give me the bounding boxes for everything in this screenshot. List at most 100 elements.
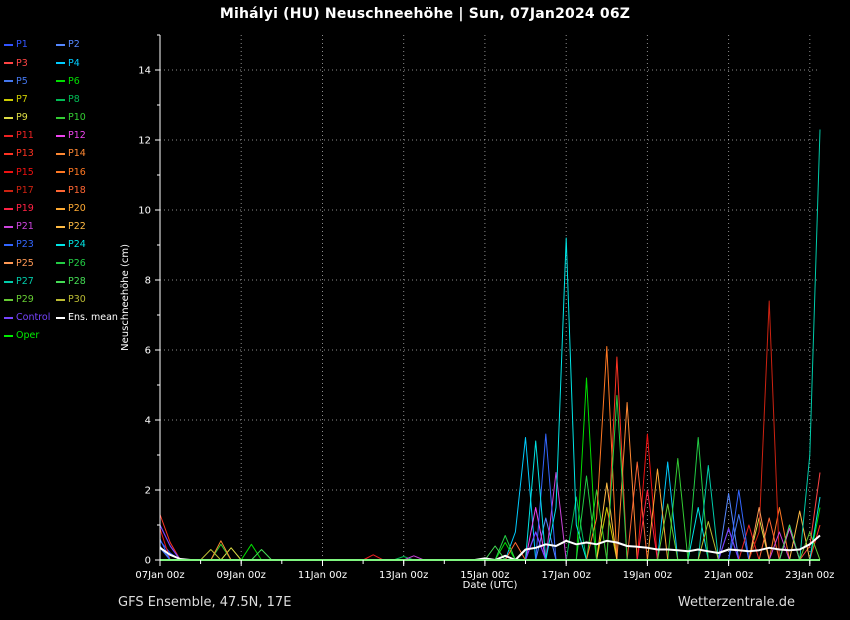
legend-item-P12: P12 — [56, 131, 112, 141]
legend-line-swatch — [56, 225, 65, 228]
legend-item-P14: P14 — [56, 149, 112, 159]
legend-label: P14 — [68, 148, 86, 160]
x-tick-label: 21Jan 00z — [704, 570, 753, 581]
series-line-P19 — [160, 489, 820, 561]
legend-line-swatch — [56, 62, 65, 65]
legend-item-P19: P19 — [4, 204, 56, 214]
legend-label: P12 — [68, 130, 86, 142]
x-tick-label: 09Jan 00z — [217, 570, 266, 581]
y-tick-label: 8 — [145, 276, 151, 287]
series-line-P17 — [160, 300, 820, 561]
y-tick-label: 0 — [145, 556, 151, 567]
legend-line-swatch — [4, 298, 13, 301]
legend-label: Ens. mean — [68, 312, 118, 324]
series-line-P6 — [160, 377, 821, 561]
legend-line-swatch — [4, 98, 13, 101]
legend-label: P30 — [68, 293, 86, 305]
legend-label: P15 — [16, 166, 34, 178]
legend-item-P17: P17 — [4, 186, 56, 196]
legend-label: P13 — [16, 148, 34, 160]
legend-line-swatch — [56, 207, 65, 210]
legend-item-P15: P15 — [4, 168, 56, 178]
legend-item-Control: Control — [4, 313, 56, 323]
series-line-P24 — [160, 237, 821, 561]
legend-line-swatch — [56, 262, 65, 265]
legend-line-swatch — [56, 244, 65, 247]
y-axis-label: Neuschneehöhe (cm) — [120, 244, 131, 351]
legend-item-P16: P16 — [56, 168, 112, 178]
y-tick-label: 2 — [145, 486, 151, 497]
x-axis-label: Date (UTC) — [462, 580, 518, 591]
legend-label: P21 — [16, 221, 34, 233]
series-line-P3 — [160, 472, 821, 561]
legend-line-swatch — [4, 116, 13, 119]
legend-label: P5 — [16, 75, 28, 87]
legend-label: P2 — [68, 39, 80, 51]
legend-item-P11: P11 — [4, 131, 56, 141]
legend-label: P26 — [68, 257, 86, 269]
legend-line-swatch — [56, 135, 65, 138]
legend-label: P29 — [16, 293, 34, 305]
legend-item-P3: P3 — [4, 59, 56, 69]
model-info-text: GFS Ensemble, 47.5N, 17E — [118, 595, 292, 610]
legend-item-P29: P29 — [4, 295, 56, 305]
site-credit-text: Wetterzentrale.de — [677, 595, 795, 610]
legend-item-P2: P2 — [56, 40, 112, 50]
legend-label: Control — [16, 312, 51, 324]
series-line-P13 — [159, 356, 821, 561]
series-line-P22 — [160, 482, 820, 561]
x-tick-label: 13Jan 00z — [379, 570, 428, 581]
series-line-P27 — [160, 129, 821, 561]
legend-item-Ens-mean: Ens. mean — [56, 313, 118, 323]
series-line-P16 — [160, 346, 820, 561]
legend-item-P13: P13 — [4, 149, 56, 159]
legend-line-swatch — [56, 44, 65, 47]
legend-line-swatch — [4, 262, 13, 265]
legend-label: P1 — [16, 39, 28, 51]
x-tick-label: 07Jan 00z — [135, 570, 184, 581]
y-tick-label: 14 — [138, 66, 151, 77]
legend-line-swatch — [4, 153, 13, 156]
legend-line-swatch — [4, 316, 13, 319]
legend-line-swatch — [4, 244, 13, 247]
y-tick-label: 6 — [145, 346, 151, 357]
legend-label: P27 — [16, 275, 34, 287]
legend-label: P19 — [16, 203, 34, 215]
legend-label: P7 — [16, 93, 28, 105]
legend-line-swatch — [56, 189, 65, 192]
legend-label: P20 — [68, 203, 86, 215]
legend-label: P4 — [68, 57, 80, 69]
legend-item-P20: P20 — [56, 204, 112, 214]
legend-label: P22 — [68, 221, 86, 233]
x-tick-label: 15Jan 00z — [460, 570, 509, 581]
legend: P1 P2 P3 P4 P5 P6 P7 P8 P9 P10 P11 P12 P13 P14 P15 P16 P… — [4, 36, 118, 345]
legend-line-swatch — [56, 280, 65, 283]
legend-item-P30: P30 — [56, 295, 112, 305]
legend-label: P3 — [16, 57, 28, 69]
legend-item-P26: P26 — [56, 259, 112, 269]
legend-item-P25: P25 — [4, 259, 56, 269]
legend-item-P24: P24 — [56, 240, 112, 250]
x-tick-label: 23Jan 00z — [785, 570, 834, 581]
legend-item-P5: P5 — [4, 77, 56, 87]
legend-item-P18: P18 — [56, 186, 112, 196]
y-axis-label-wrap: Neuschneehöhe (cm) — [120, 35, 131, 560]
legend-line-swatch — [56, 153, 65, 156]
legend-label: Oper — [16, 330, 40, 342]
series-line-P14 — [160, 402, 820, 561]
legend-line-swatch — [56, 316, 65, 319]
y-tick-label: 12 — [138, 136, 151, 147]
legend-item-P27: P27 — [4, 277, 56, 287]
series-line-P2 — [159, 493, 820, 561]
legend-line-swatch — [4, 207, 13, 210]
legend-item-P4: P4 — [56, 59, 112, 69]
y-tick-label: 10 — [138, 206, 151, 217]
legend-line-swatch — [4, 225, 13, 228]
legend-line-swatch — [4, 44, 13, 47]
legend-line-swatch — [4, 80, 13, 83]
legend-line-swatch — [56, 80, 65, 83]
legend-item-P1: P1 — [4, 40, 56, 50]
legend-label: P16 — [68, 166, 86, 178]
